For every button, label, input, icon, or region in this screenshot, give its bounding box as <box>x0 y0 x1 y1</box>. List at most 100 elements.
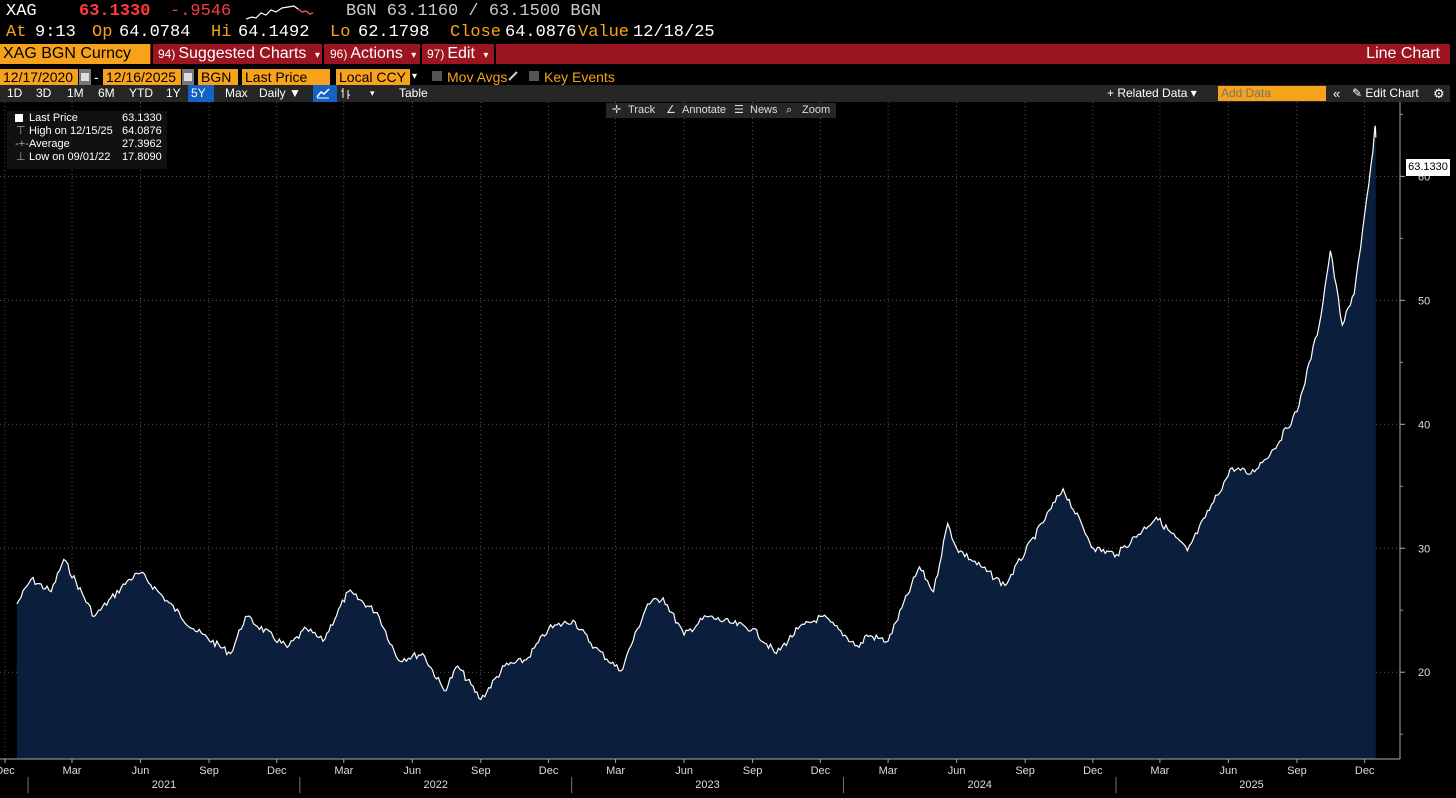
y-tick-label: 20 <box>1418 667 1430 679</box>
x-month-label: Sep <box>1287 765 1307 777</box>
range-1y[interactable]: 1Y <box>166 86 181 100</box>
range-3d[interactable]: 3D <box>36 86 52 100</box>
x-month-label: Mar <box>334 765 353 777</box>
related-data-button[interactable]: + Related Data ▾ <box>1107 86 1197 100</box>
y-tick-label: 30 <box>1418 543 1430 555</box>
mov-avgs-checkbox[interactable] <box>432 71 442 81</box>
range-5y[interactable]: 5Y <box>188 85 214 102</box>
x-month-label: Jun <box>1220 765 1238 777</box>
calendar-icon[interactable] <box>182 69 194 85</box>
track-button[interactable]: Track <box>628 104 656 116</box>
key-events-label: Key Events <box>544 69 615 85</box>
start-date-input[interactable]: 12/17/2020 <box>0 69 78 85</box>
range-6m[interactable]: 6M <box>98 86 115 100</box>
chevron-down-icon: ▾ <box>483 50 489 61</box>
low-marker-icon: ⊥ <box>16 151 26 163</box>
line-chart-icon[interactable] <box>313 85 337 102</box>
chart-legend: Last Price 63.1330 ⊤ High on 12/15/25 64… <box>7 111 167 169</box>
table-button[interactable]: Table <box>399 86 428 100</box>
range-1d[interactable]: 1D <box>7 86 23 100</box>
bar-chart-icon[interactable] <box>340 85 352 102</box>
chevron-down-icon[interactable]: ▾ <box>412 71 418 82</box>
x-month-label: Mar <box>879 765 898 777</box>
key-events-checkbox[interactable] <box>529 71 539 81</box>
mov-avgs-label: Mov Avgs <box>447 69 508 85</box>
gear-icon[interactable]: ⚙ <box>1433 86 1445 101</box>
high-label: Hi <box>211 23 232 42</box>
legend-last-value: 63.1330 <box>122 112 162 124</box>
pencil-icon: ✎ <box>1352 86 1363 100</box>
x-month-label: Dec <box>267 765 287 777</box>
at-value: 9:13 <box>35 23 76 42</box>
zoom-button[interactable]: Zoom <box>802 104 831 116</box>
price-line <box>16 125 1377 701</box>
range-ytd[interactable]: YTD <box>129 86 153 100</box>
legend-last-label: Last Price <box>29 112 78 124</box>
chevron-down-icon: ▾ <box>411 50 417 61</box>
add-data-input[interactable] <box>1218 86 1326 101</box>
edit-chart-button[interactable]: ✎ Edit Chart <box>1352 85 1419 102</box>
open-label: Op <box>92 23 113 42</box>
x-month-label: Sep <box>743 765 763 777</box>
last-price: 63.1330 <box>79 2 151 21</box>
period-select[interactable]: Daily ▼ <box>259 86 301 100</box>
chart-tools-bar: ✛ Track ∠ Annotate ☰ News ⌕ Zoom <box>606 103 836 118</box>
news-icon: ☰ <box>734 104 744 116</box>
date-range-dash: - <box>94 69 99 85</box>
news-button[interactable]: News <box>750 104 778 116</box>
legend-high-label: High on 12/15/25 <box>29 125 113 137</box>
pricing-source-input[interactable]: BGN <box>198 69 238 85</box>
menu-number: 94) <box>158 47 176 61</box>
x-month-label: Jun <box>948 765 966 777</box>
price-change: -.9546 <box>170 2 232 21</box>
x-month-label: Sep <box>199 765 219 777</box>
x-month-label: Mar <box>63 765 82 777</box>
chevron-down-icon[interactable]: ▾ <box>370 88 375 98</box>
collapse-icon[interactable]: « <box>1333 86 1341 101</box>
legend-low-value: 17.8090 <box>122 151 162 163</box>
field-select[interactable]: Last Price <box>242 69 330 85</box>
last-price-swatch <box>15 114 23 122</box>
low-label: Lo <box>330 23 351 42</box>
menu-number: 96) <box>330 47 348 61</box>
annotate-button[interactable]: Annotate <box>682 104 727 116</box>
suggested-charts-menu[interactable]: 94) Suggested Charts ▾ <box>158 44 320 64</box>
menu-label: Actions <box>350 45 403 62</box>
end-date-input[interactable]: 12/16/2025 <box>103 69 181 85</box>
ticker-symbol: XAG <box>6 2 37 21</box>
x-month-label: Dec <box>811 765 831 777</box>
crosshair-icon: ✛ <box>612 104 622 116</box>
calendar-icon[interactable] <box>79 69 91 85</box>
at-label: At <box>6 23 27 42</box>
x-month-label: Dec <box>1355 765 1375 777</box>
x-year-label: 2021 <box>152 779 176 791</box>
legend-avg-value: 27.3962 <box>122 138 162 150</box>
x-year-label: 2025 <box>1239 779 1263 791</box>
x-month-label: Dec <box>1083 765 1103 777</box>
open-value: 64.0784 <box>119 23 191 42</box>
low-value: 62.1798 <box>358 23 430 42</box>
actions-menu[interactable]: 96) Actions ▾ <box>330 44 416 64</box>
x-month-label: Jun <box>403 765 421 777</box>
edit-menu[interactable]: 97) Edit ▾ <box>427 44 488 64</box>
value-date-label: Value <box>578 23 630 42</box>
average-marker-icon: -+- <box>15 138 29 150</box>
range-max[interactable]: Max <box>225 86 248 100</box>
menu-number: 97) <box>427 47 445 61</box>
pencil-icon[interactable] <box>507 70 519 82</box>
range-1m[interactable]: 1M <box>67 86 84 100</box>
x-month-label: Jun <box>675 765 693 777</box>
x-year-label: 2024 <box>967 779 991 791</box>
x-month-label: Mar <box>606 765 625 777</box>
search-icon: ⌕ <box>786 104 793 116</box>
sparkline-icon <box>246 5 314 20</box>
price-area-fill <box>16 125 1376 759</box>
high-marker-icon: ⊤ <box>16 125 26 137</box>
currency-select[interactable]: Local CCY <box>336 69 410 85</box>
security-field[interactable]: XAG BGN Curncy <box>0 44 150 64</box>
x-month-label: Dec <box>539 765 559 777</box>
x-month-label: Mar <box>1150 765 1169 777</box>
pencil-icon: ∠ <box>666 104 676 116</box>
